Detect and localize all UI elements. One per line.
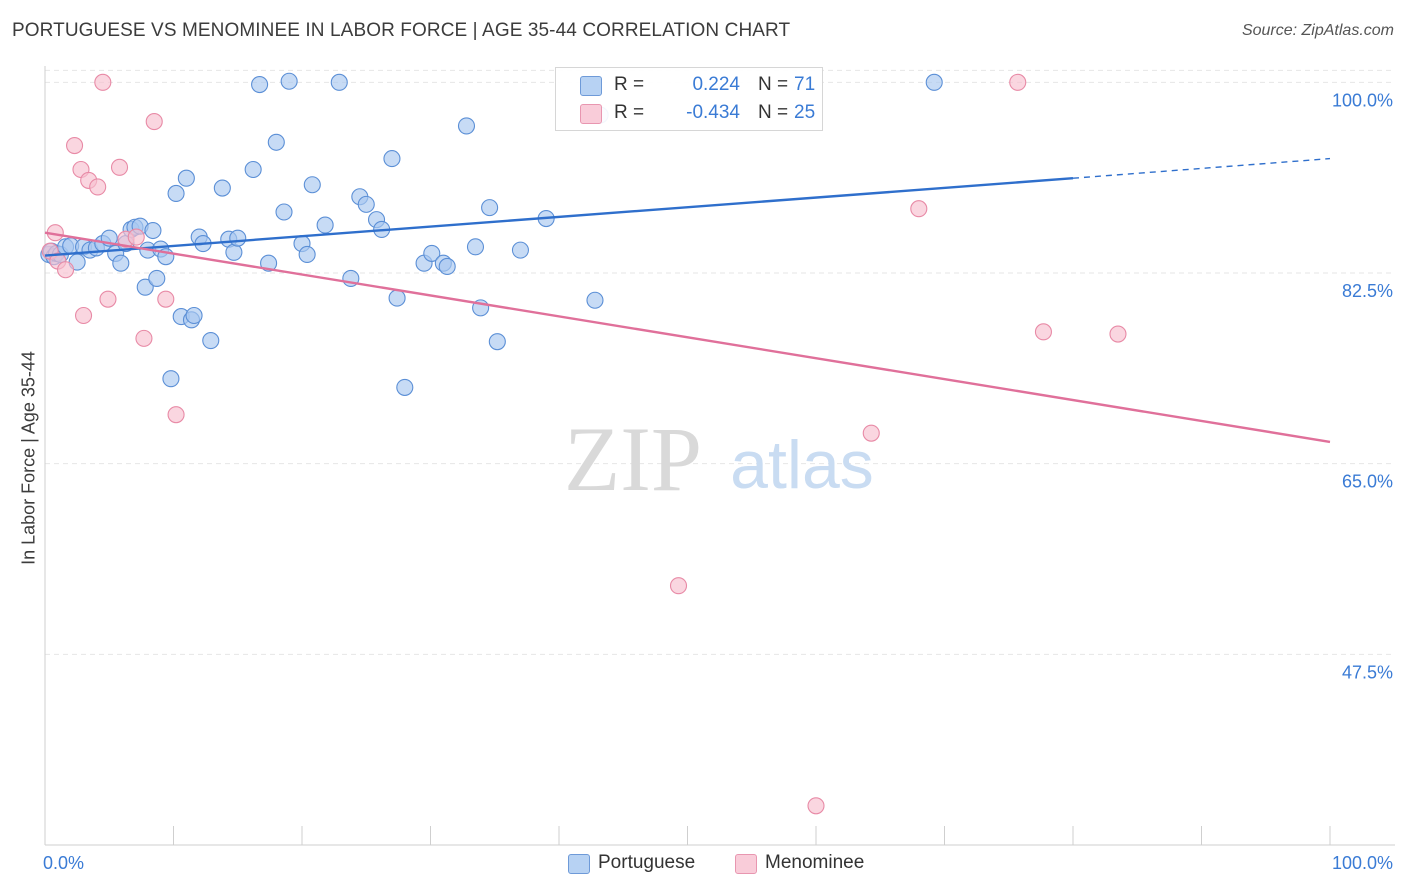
legend-label: Menominee — [765, 852, 865, 873]
r-label: R = — [614, 74, 645, 95]
y-tick-label: 65.0% — [1342, 472, 1393, 492]
menominee-point — [89, 178, 107, 196]
menominee-point — [167, 406, 185, 424]
portuguese-point — [213, 179, 231, 197]
menominee-point — [145, 113, 163, 131]
r-label: R = — [614, 102, 645, 123]
menominee-point — [807, 797, 825, 815]
x-tick-label: 100.0% — [1332, 853, 1393, 873]
portuguese-point — [144, 221, 162, 240]
portuguese-point — [316, 216, 334, 234]
portuguese-point — [357, 195, 375, 213]
menominee-point — [66, 136, 84, 155]
menominee-point — [99, 290, 117, 308]
r-value: 0.224 — [692, 74, 740, 95]
portuguese-point — [298, 245, 316, 264]
axes — [44, 66, 1395, 846]
portuguese-point — [586, 291, 604, 309]
y-tick-label: 47.5% — [1342, 662, 1393, 682]
watermark-zip: ZIP — [564, 408, 702, 510]
portuguese-point — [267, 133, 285, 151]
watermark: ZIP atlas — [564, 408, 874, 510]
portuguese-point — [396, 378, 414, 396]
menominee-point — [669, 577, 688, 595]
portuguese-point — [167, 184, 185, 203]
menominee-point — [1109, 325, 1127, 343]
y-tick-label: 100.0% — [1332, 90, 1393, 110]
portuguese-point — [244, 160, 262, 179]
menominee-trend-line — [44, 231, 1331, 444]
menominee-point — [75, 306, 93, 325]
menominee-swatch-icon — [580, 104, 602, 124]
portuguese-point — [136, 278, 154, 296]
y-tick-label: 82.5% — [1342, 281, 1393, 301]
portuguese-point — [162, 370, 180, 388]
portuguese-point — [177, 169, 195, 187]
menominee-point — [57, 261, 75, 279]
legend: Portuguese Menominee — [0, 852, 1406, 878]
menominee-point — [1009, 73, 1027, 91]
r-value: -0.434 — [686, 102, 740, 123]
portuguese-point — [511, 241, 530, 259]
x-tick-label: 0.0% — [43, 853, 84, 873]
menominee-point — [110, 158, 129, 176]
portuguese-point — [303, 176, 321, 194]
portuguese-point — [330, 73, 348, 91]
n-label: N = — [758, 102, 789, 123]
menominee-swatch-icon — [735, 854, 757, 874]
portuguese-point — [275, 203, 293, 221]
menominee-point — [862, 424, 880, 442]
portuguese-point — [423, 244, 441, 262]
portuguese-point — [225, 243, 243, 261]
portuguese-point — [388, 289, 406, 307]
portuguese-point — [481, 199, 499, 217]
n-value: 25 — [794, 102, 816, 123]
portuguese-point — [251, 75, 269, 94]
portuguese-point — [488, 333, 506, 351]
n-value: 71 — [794, 74, 816, 95]
data-points — [40, 72, 1127, 815]
n-label: N = — [758, 74, 789, 95]
menominee-point — [127, 228, 145, 246]
portuguese-point — [260, 254, 278, 272]
portuguese-point — [112, 254, 130, 272]
portuguese-trend-line — [44, 177, 1074, 257]
source-note: Source: ZipAtlas.com — [1241, 22, 1394, 39]
tick-labels: 47.5% 65.0% 82.5% 100.0% 0.0% 100.0% — [43, 90, 1393, 873]
trend-lines — [44, 157, 1331, 444]
grid-lines — [45, 69, 1395, 655]
portuguese-point — [925, 73, 943, 91]
portuguese-point — [229, 229, 247, 247]
menominee-point — [135, 329, 153, 347]
menominee-point — [910, 200, 928, 218]
portuguese-point — [438, 257, 456, 276]
portuguese-point — [457, 117, 476, 135]
portuguese-point — [202, 332, 220, 350]
portuguese-point — [148, 269, 166, 288]
legend-label: Portuguese — [598, 852, 696, 873]
stats-box: R = 0.224 N = 71 R = -0.434 N = 25 — [555, 67, 823, 131]
portuguese-point — [280, 72, 298, 90]
portuguese-point — [466, 238, 485, 256]
menominee-point — [1034, 323, 1052, 341]
portuguese-point — [383, 150, 401, 168]
menominee-point — [94, 73, 112, 91]
watermark-atlas: atlas — [730, 427, 874, 503]
portuguese-swatch-icon — [568, 854, 590, 874]
portuguese-trend-extension — [1072, 157, 1331, 179]
menominee-point — [157, 290, 175, 308]
portuguese-point — [185, 306, 203, 325]
portuguese-swatch-icon — [580, 76, 602, 96]
chart-title: PORTUGUESE VS MENOMINEE IN LABOR FORCE |… — [12, 20, 791, 41]
